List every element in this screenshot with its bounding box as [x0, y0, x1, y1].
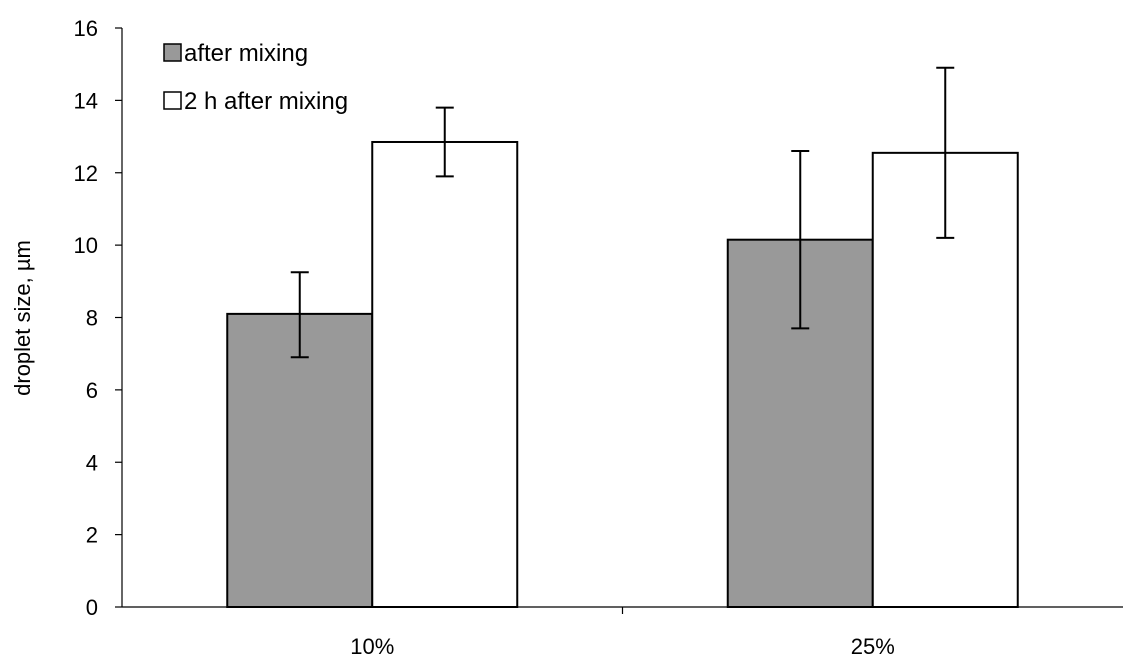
y-tick-label: 10: [74, 233, 98, 258]
y-tick-label: 4: [86, 450, 98, 475]
y-tick-label: 6: [86, 378, 98, 403]
bar: [371, 140, 519, 608]
bars-layer: [226, 140, 1019, 609]
legend-item-after-mixing: after mixing: [163, 40, 308, 67]
legend-swatch-2h-after-mixing: [163, 91, 182, 110]
y-tick-label: 14: [74, 88, 98, 113]
y-tick-label: 2: [86, 523, 98, 548]
y-axis-title: droplet size, µm: [10, 240, 35, 396]
bar: [226, 312, 374, 608]
y-tick-label: 8: [86, 306, 98, 331]
x-tick-label: 25%: [851, 634, 895, 659]
error-bars-layer: [290, 66, 955, 359]
y-tick-label: 0: [86, 595, 98, 620]
y-ticks-layer: 0 2 4 6 8 10 12 14 16: [74, 16, 122, 620]
x-tick-label: 10%: [350, 634, 394, 659]
y-tick-label: 12: [74, 161, 98, 186]
x-ticks-layer: 10% 25%: [350, 607, 895, 659]
legend-label-after-mixing: after mixing: [184, 40, 308, 67]
y-tick-label: 16: [74, 16, 98, 41]
legend-label-2h-after-mixing: 2 h after mixing: [184, 88, 348, 115]
legend: after mixing 2 h after mixing: [163, 40, 348, 115]
legend-item-2h-after-mixing: 2 h after mixing: [163, 88, 348, 115]
legend-swatch-after-mixing: [163, 43, 182, 62]
